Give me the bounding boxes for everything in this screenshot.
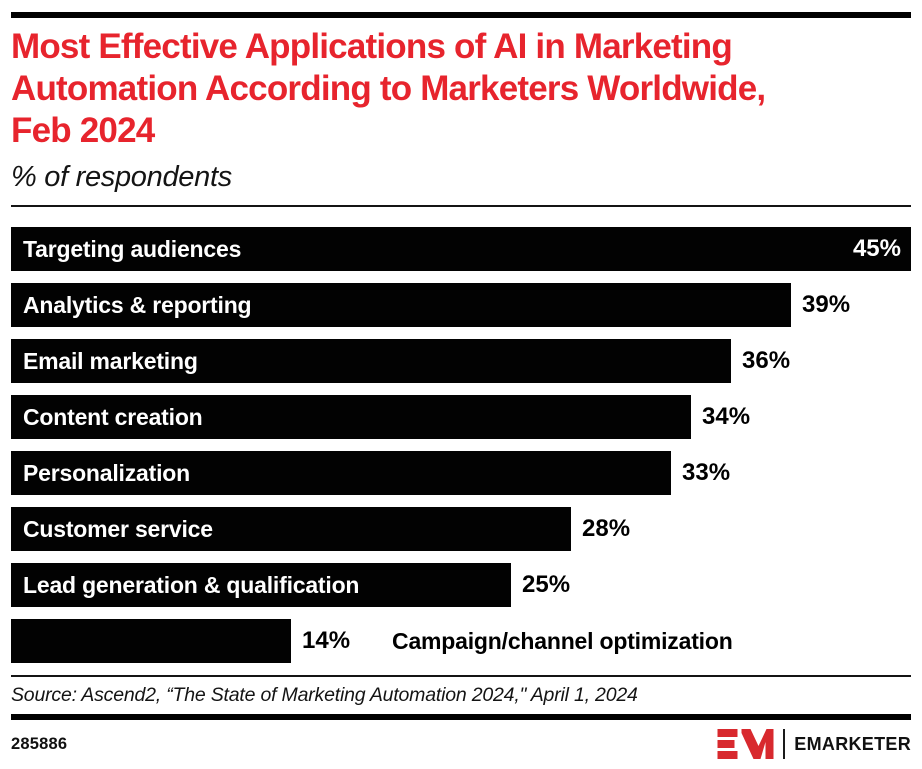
bar-row: Personalization 33% bbox=[11, 451, 911, 495]
bottom-rule bbox=[11, 714, 911, 720]
bar: Analytics & reporting bbox=[11, 283, 791, 327]
bar-row: Analytics & reporting 39% bbox=[11, 283, 911, 327]
bar-value: 25% bbox=[522, 571, 571, 598]
chart-id: 285886 bbox=[11, 734, 68, 753]
bar-label: Analytics & reporting bbox=[23, 291, 252, 318]
bar-value: 36% bbox=[742, 347, 791, 374]
bar-row: Content creation 34% bbox=[11, 395, 911, 439]
bar-label: Email marketing bbox=[23, 347, 198, 374]
title-line-3: Feb 2024 bbox=[11, 111, 155, 150]
bar-chart: Targeting audiences 45% Analytics & report… bbox=[11, 227, 911, 663]
bar-value: 34% bbox=[702, 403, 751, 430]
bar-value: 45% bbox=[852, 235, 901, 262]
bar: Personalization bbox=[11, 451, 671, 495]
bar-row: Customer service 28% bbox=[11, 507, 911, 551]
bar: Content creation bbox=[11, 395, 691, 439]
footer: 285886 EMARKETER bbox=[11, 729, 911, 759]
title-line-2: Automation According to Marketers Worldw… bbox=[11, 69, 766, 108]
bar-label: Personalization bbox=[23, 459, 190, 486]
title-line-1: Most Effective Applications of AI in Mar… bbox=[11, 27, 733, 66]
bar-label: Campaign/channel optimization bbox=[392, 627, 733, 654]
bar-row: Lead generation & qualification 25% bbox=[11, 563, 911, 607]
bar-row: Targeting audiences 45% bbox=[11, 227, 911, 271]
bar: Lead generation & qualification bbox=[11, 563, 511, 607]
bar: Email marketing bbox=[11, 339, 731, 383]
bar: Customer service bbox=[11, 507, 571, 551]
brand-name: EMARKETER bbox=[794, 733, 911, 754]
bar-row: Email marketing 36% bbox=[11, 339, 911, 383]
bar-value: 39% bbox=[802, 291, 851, 318]
brand-logo: EMARKETER bbox=[717, 729, 911, 759]
chart-subtitle: % of respondents bbox=[11, 161, 232, 193]
emarketer-em-icon bbox=[717, 729, 774, 759]
chart-page: Most Effective Applications of AI in Mar… bbox=[11, 0, 911, 759]
bar-label: Content creation bbox=[23, 403, 203, 430]
bar-label: Customer service bbox=[23, 515, 213, 542]
bar-label: Lead generation & qualification bbox=[23, 571, 360, 598]
top-rule bbox=[11, 12, 911, 18]
logo-divider bbox=[782, 729, 786, 759]
bar bbox=[11, 619, 291, 663]
bar-value: 28% bbox=[582, 515, 631, 542]
bar: Targeting audiences 45% bbox=[11, 227, 911, 271]
subtitle-divider bbox=[11, 205, 911, 207]
bar-row: 14% Campaign/channel optimization bbox=[11, 619, 911, 663]
page-title: Most Effective Applications of AI in Mar… bbox=[11, 26, 911, 152]
source-divider bbox=[11, 675, 911, 677]
bar-value: 33% bbox=[682, 459, 731, 486]
bar-value: 14% bbox=[302, 627, 351, 654]
bar-label: Targeting audiences bbox=[23, 235, 242, 262]
source-note: Source: Ascend2, “The State of Marketing… bbox=[11, 684, 638, 706]
